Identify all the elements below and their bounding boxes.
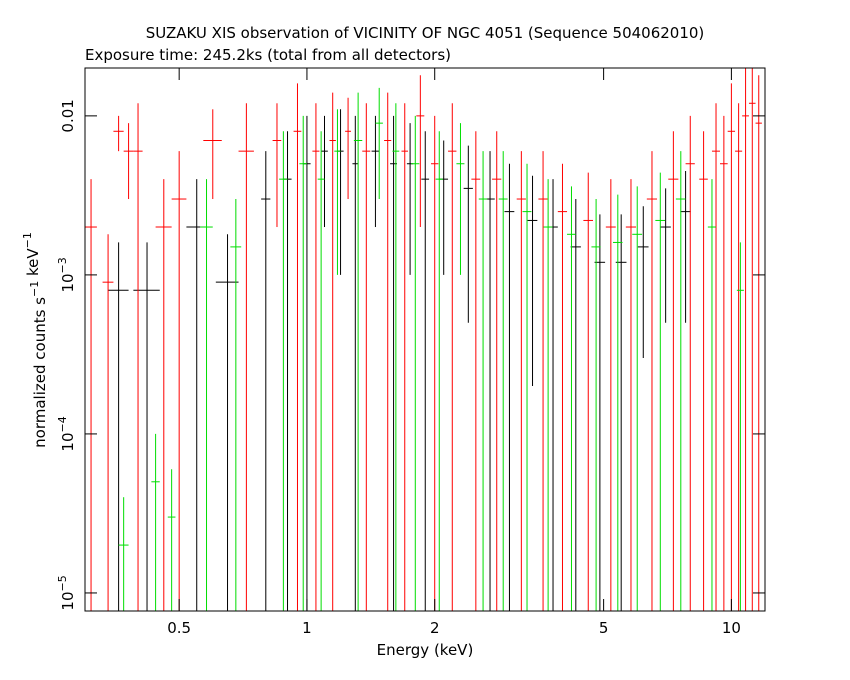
- y-tick-label: 0.01: [59, 99, 77, 132]
- y-tick-label: 10−5: [56, 575, 77, 610]
- x-tick-label: 0.5: [167, 619, 191, 637]
- x-tick-label: 5: [599, 619, 609, 637]
- chart-title: SUZAKU XIS observation of VICINITY OF NG…: [146, 24, 705, 42]
- plot-area: [85, 68, 762, 611]
- y-tick-label: 10−3: [56, 257, 77, 292]
- plot-frame: [84, 67, 766, 612]
- y-tick-base: 10: [59, 432, 77, 451]
- y-label-text: keV: [24, 248, 42, 281]
- y-label-text: normalized counts s: [31, 297, 49, 448]
- y-label-sup: −1: [21, 232, 34, 248]
- x-axis-label: Energy (keV): [377, 641, 474, 659]
- x-tick-label: 2: [430, 619, 440, 637]
- y-tick-exponent: −5: [56, 575, 69, 591]
- x-tick-label: 1: [302, 619, 312, 637]
- y-tick-exponent: −3: [56, 257, 69, 273]
- chart-subtitle: Exposure time: 245.2ks (total from all d…: [85, 46, 451, 64]
- y-tick-base: 10: [59, 592, 77, 611]
- y-label-sup: −1: [28, 281, 41, 297]
- y-tick-label: 10−4: [56, 416, 77, 451]
- x-tick-label: 10: [722, 619, 741, 637]
- y-tick-exponent: −4: [56, 416, 69, 432]
- y-tick-base: 0.01: [59, 99, 77, 132]
- y-axis-label: normalized counts s−1 keV−1: [21, 232, 49, 448]
- y-tick-base: 10: [59, 273, 77, 292]
